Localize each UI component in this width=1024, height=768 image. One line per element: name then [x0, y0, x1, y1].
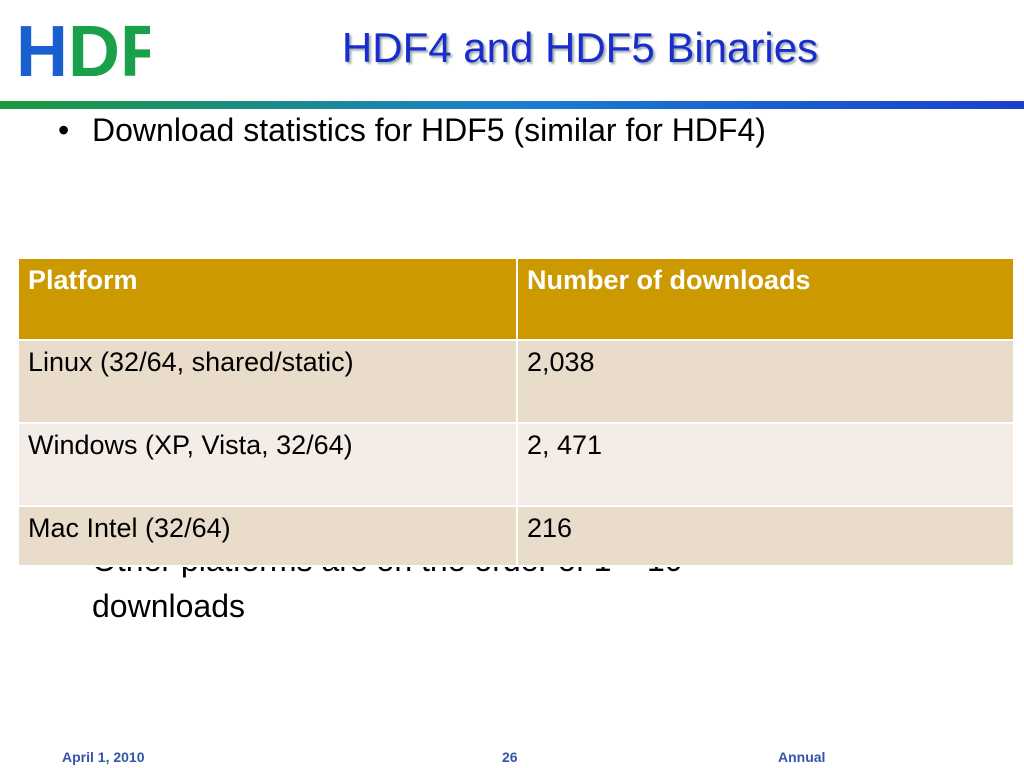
- row: Mac Intel (32/64) 216: [17, 505, 1015, 567]
- footer-date: April 1, 2010: [62, 749, 145, 765]
- header-rule: [0, 101, 1024, 109]
- cell: 2,038: [516, 339, 1015, 424]
- row: Linux (32/64, shared/static) 2,038: [17, 339, 1015, 424]
- download-table: Platform Number of downloads Linux (32/6…: [17, 257, 1015, 567]
- logo: HDF: [16, 12, 150, 90]
- header-cell: Number of downloads: [516, 257, 1015, 341]
- cell: 216: [516, 505, 1015, 567]
- row: Windows (XP, Vista, 32/64) 2, 471: [17, 422, 1015, 507]
- logo-text: HDF: [16, 12, 150, 90]
- cell: 2, 471: [516, 422, 1015, 507]
- cell: Mac Intel (32/64): [17, 505, 518, 567]
- bullet-text: Download statistics for HDF5 (similar fo…: [92, 112, 766, 148]
- slide-title: HDF4 and HDF5 Binaries: [341, 24, 819, 71]
- footer-page: 26: [502, 749, 518, 765]
- cell: Windows (XP, Vista, 32/64): [17, 422, 518, 507]
- bullet: Download statistics for HDF5 (similar fo…: [58, 112, 766, 149]
- header-cell: Platform: [17, 257, 518, 341]
- sub-bullet-line: downloads: [92, 588, 245, 624]
- cell: Linux (32/64, shared/static): [17, 339, 518, 424]
- header-row: Platform Number of downloads: [17, 257, 1015, 341]
- footer-right: Annual: [778, 749, 826, 765]
